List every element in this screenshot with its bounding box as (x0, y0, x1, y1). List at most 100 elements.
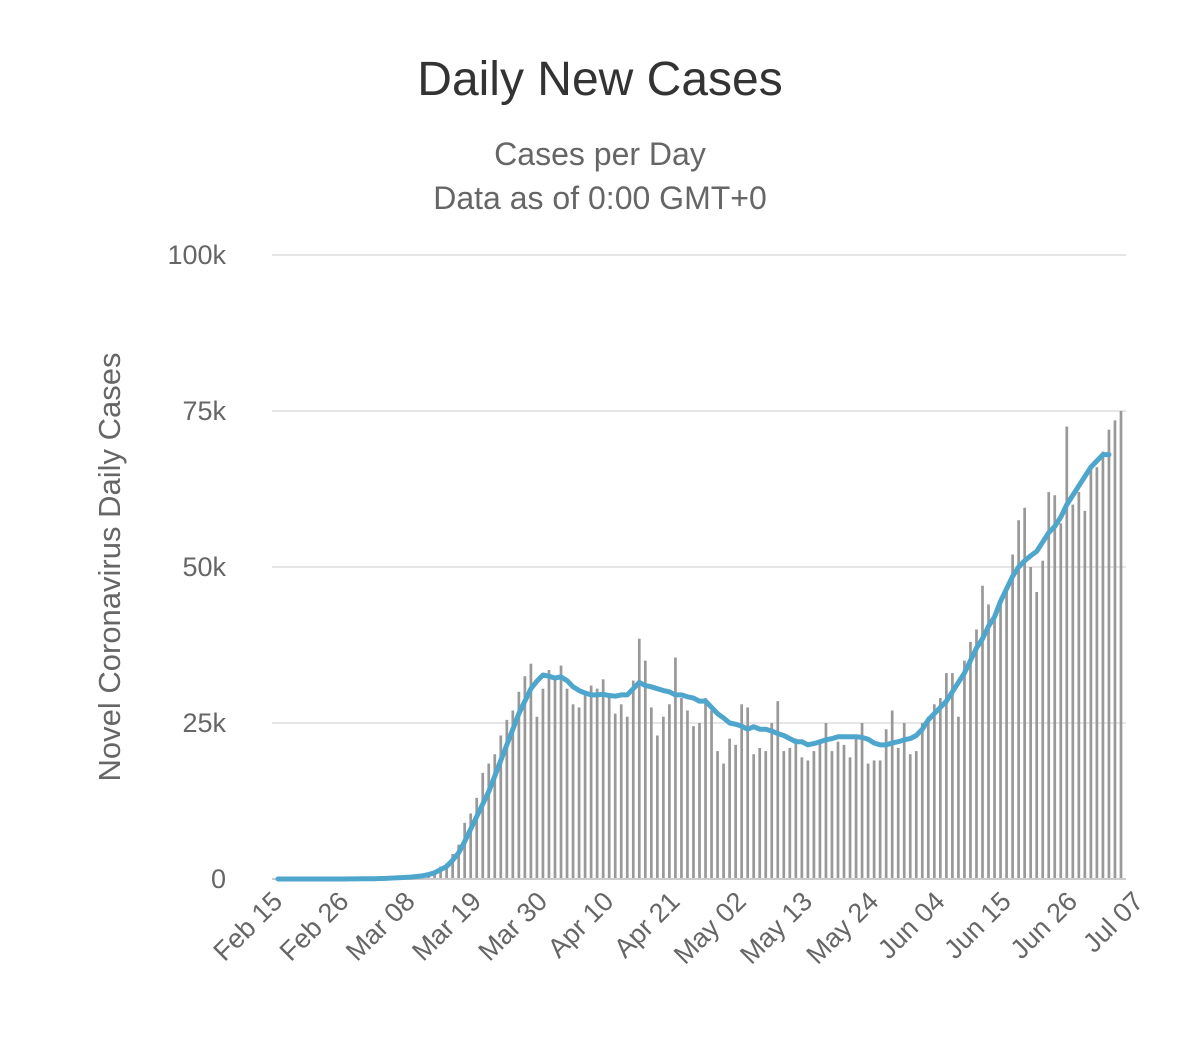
bar (1017, 520, 1020, 879)
x-tick-label: Apr 10 (542, 886, 619, 963)
bar (541, 688, 545, 879)
bar (613, 713, 617, 879)
bar (1059, 523, 1063, 879)
bar (607, 694, 611, 879)
bar-series (342, 411, 1123, 879)
bar (866, 763, 870, 879)
bar (1089, 467, 1093, 879)
bar (649, 707, 653, 879)
bar (1077, 492, 1081, 879)
bar (1113, 420, 1117, 879)
bar (951, 673, 954, 879)
bar (740, 704, 744, 879)
y-tick-label: 0 (211, 864, 226, 894)
bar (1047, 492, 1051, 879)
bar (493, 754, 497, 879)
y-axis-ticks: 0 25k 50k 75k 100k (167, 240, 226, 894)
x-tick-label: Jul 07 (1077, 886, 1149, 958)
y-tick-label: 50k (182, 552, 226, 582)
bar (511, 710, 515, 879)
bar (631, 680, 635, 879)
bar (1101, 451, 1105, 879)
bar (439, 866, 442, 879)
bar (752, 754, 756, 879)
bar (770, 723, 774, 879)
bar (625, 716, 629, 879)
bar (529, 663, 533, 879)
x-tick-label: Mar 19 (406, 886, 487, 967)
moving-average-line (275, 452, 1112, 882)
bar (908, 754, 912, 879)
bar (999, 598, 1002, 879)
x-tick-label: Jun 04 (872, 886, 951, 965)
bar (1035, 591, 1039, 879)
bar (1095, 467, 1099, 879)
bar (782, 751, 786, 879)
bar (854, 735, 858, 879)
bar (601, 679, 605, 879)
bar (800, 757, 804, 879)
x-tick-label: Feb 26 (274, 886, 355, 967)
bar (812, 751, 816, 879)
bar (794, 738, 798, 879)
bar (734, 744, 737, 879)
bar (1041, 560, 1045, 879)
bar (704, 698, 707, 879)
bar (963, 660, 966, 879)
bar (975, 629, 978, 879)
bar (535, 716, 539, 879)
bar (523, 676, 527, 879)
bar (896, 747, 900, 879)
bar (716, 751, 719, 879)
bar (764, 751, 768, 879)
bar (469, 813, 473, 879)
bar (932, 704, 936, 879)
y-tick-label: 100k (167, 240, 226, 270)
x-tick-label: May 02 (668, 886, 752, 970)
bar (457, 844, 461, 879)
bar (872, 760, 876, 879)
y-tick-label: 25k (182, 708, 226, 738)
bar (722, 763, 725, 879)
bar (698, 723, 701, 879)
y-tick-label: 75k (182, 396, 226, 426)
bar (788, 747, 792, 879)
bar (890, 710, 894, 879)
bar (945, 673, 948, 879)
x-tick-label: Mar 30 (473, 886, 554, 967)
bar (619, 704, 623, 879)
bar (674, 657, 677, 879)
bar (830, 751, 834, 879)
bar (806, 760, 810, 879)
bar (547, 669, 551, 879)
bar (969, 641, 972, 879)
x-tick-label: Jun 15 (938, 886, 1017, 965)
x-tick-label: Feb 15 (208, 886, 289, 967)
bar (487, 763, 491, 879)
bar (1005, 591, 1008, 879)
x-tick-label: May 13 (734, 886, 818, 970)
bar (993, 616, 996, 879)
bar (938, 698, 942, 879)
bar (475, 797, 479, 879)
bar (728, 738, 731, 879)
x-tick-label: Jun 26 (1005, 886, 1084, 965)
bar (848, 757, 852, 879)
bar (884, 729, 888, 879)
gridlines (272, 254, 1126, 724)
bar (987, 604, 990, 879)
bar (686, 710, 689, 879)
bar (1083, 510, 1087, 879)
chart-title: Daily New Cases (417, 53, 783, 106)
bar (981, 585, 984, 879)
bar (571, 704, 575, 879)
bar (499, 735, 503, 879)
chart-subtitle-line-1: Cases per Day (494, 136, 706, 172)
bar (1029, 567, 1033, 879)
bar (553, 679, 557, 879)
bar (481, 772, 485, 879)
bar (565, 688, 569, 879)
bar (445, 863, 448, 879)
y-axis-label: Novel Coronavirus Daily Cases (92, 353, 127, 782)
bar (692, 726, 695, 879)
